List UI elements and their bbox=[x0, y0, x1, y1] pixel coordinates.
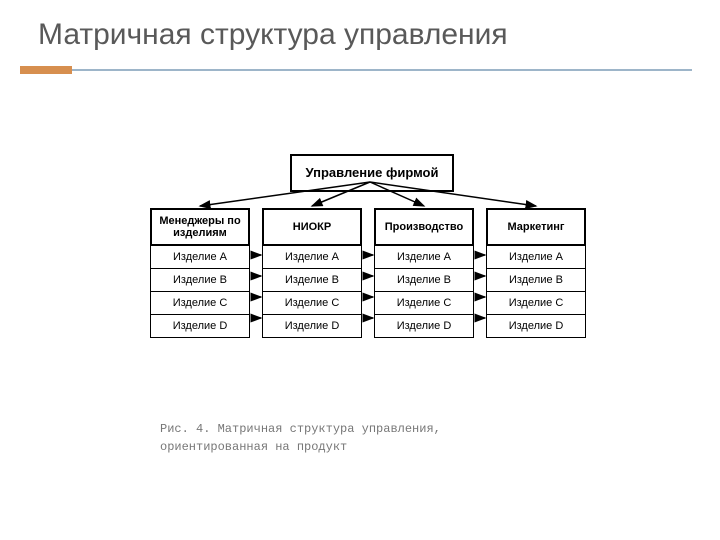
caption-line-2: ориентированная на продукт bbox=[160, 438, 441, 456]
caption-line-1: Рис. 4. Матричная структура управления, bbox=[160, 420, 441, 438]
accent-block bbox=[20, 66, 72, 74]
figure-caption: Рис. 4. Матричная структура управления, … bbox=[160, 420, 441, 456]
page-title: Матричная структура управления bbox=[38, 18, 508, 52]
arrows-layer bbox=[150, 160, 590, 420]
divider-line bbox=[72, 69, 692, 71]
